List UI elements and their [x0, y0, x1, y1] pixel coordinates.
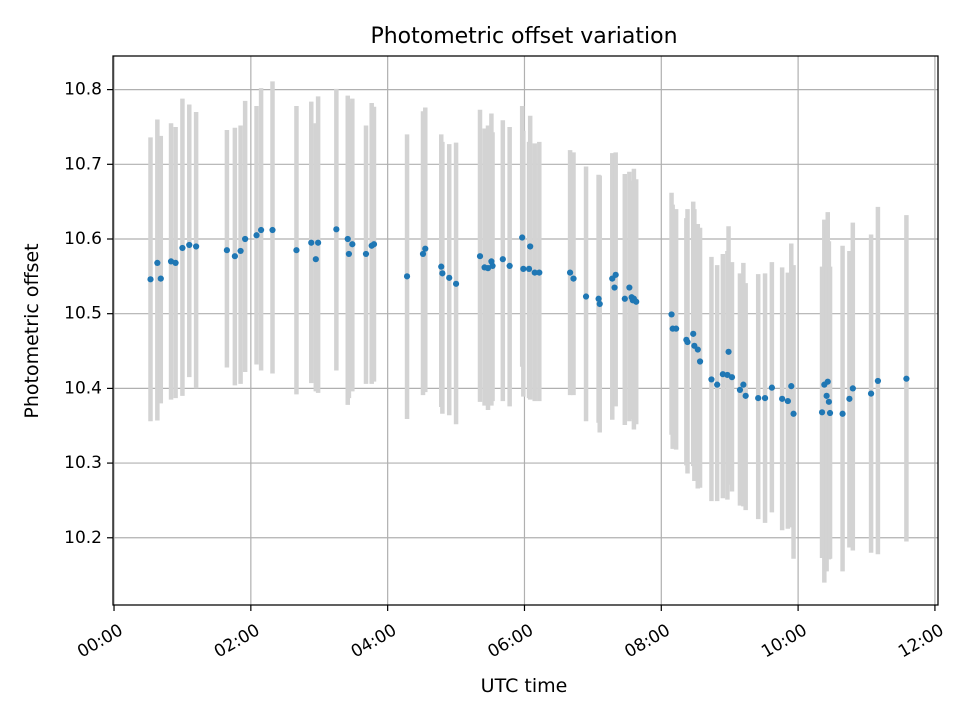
data-point [582, 293, 590, 300]
plot-area-frame [112, 55, 939, 606]
data-point [308, 239, 315, 246]
data-point [824, 378, 831, 385]
data-point [595, 295, 602, 302]
data-point [439, 270, 446, 277]
data-point [446, 274, 453, 281]
data-point [253, 232, 260, 239]
data-point [768, 384, 775, 391]
data-point [839, 410, 846, 417]
data-point [536, 269, 543, 276]
data-point [826, 409, 834, 417]
data-point [438, 263, 445, 270]
data-point [849, 385, 856, 392]
data-point [903, 375, 910, 382]
data-point [761, 394, 769, 402]
data-point [612, 271, 619, 278]
data-point [344, 235, 351, 243]
data-point [193, 243, 200, 250]
data-point [790, 410, 797, 417]
data-point [258, 226, 265, 234]
data-point [694, 346, 701, 353]
y-tick-label: 10.3 [64, 453, 102, 473]
data-point [403, 273, 411, 280]
data-point [362, 250, 370, 258]
data-point [725, 348, 732, 355]
y-tick-label: 10.6 [64, 229, 102, 249]
data-point [566, 269, 574, 276]
data-point [633, 298, 640, 305]
data-point [874, 377, 882, 385]
data-point [527, 243, 534, 250]
data-point [147, 276, 154, 283]
data-point [452, 280, 460, 287]
data-points [147, 226, 910, 417]
data-point [818, 409, 826, 416]
y-tick-label: 10.5 [64, 304, 102, 324]
data-point [231, 253, 238, 260]
data-point [333, 226, 340, 233]
data-point [315, 239, 322, 246]
data-point [531, 269, 538, 276]
chart-title: Photometric offset variation [370, 24, 677, 49]
data-point [714, 381, 721, 388]
data-point [489, 262, 496, 269]
data-point [690, 330, 697, 337]
data-point [825, 398, 832, 405]
data-point [242, 235, 249, 243]
data-point [570, 275, 577, 282]
data-point [696, 358, 704, 365]
data-point [179, 244, 186, 252]
data-point [312, 256, 319, 263]
data-point [611, 284, 618, 291]
data-point [728, 374, 736, 381]
data-point [596, 300, 603, 308]
data-point [708, 376, 715, 383]
y-tick-label: 10.4 [64, 378, 102, 398]
data-point [293, 247, 300, 254]
data-point [736, 386, 744, 393]
data-point [626, 284, 633, 291]
data-point [370, 241, 378, 248]
data-point [740, 381, 747, 388]
data-point [157, 275, 164, 282]
x-axis-label: UTC time [481, 675, 568, 697]
data-point [349, 241, 356, 248]
data-point [846, 395, 853, 402]
data-point [186, 241, 193, 249]
data-point [784, 397, 791, 405]
data-point [499, 256, 506, 263]
data-point [269, 226, 276, 234]
data-point [237, 247, 244, 255]
y-tick-label: 10.7 [64, 154, 102, 174]
data-point [506, 262, 513, 269]
data-point [742, 392, 749, 399]
data-point [519, 234, 526, 241]
data-point [172, 259, 179, 267]
data-point [520, 265, 527, 272]
data-point [154, 259, 161, 267]
data-point [673, 325, 680, 332]
data-point [867, 390, 875, 397]
data-point [422, 245, 429, 252]
data-point [476, 253, 484, 260]
data-point [223, 247, 230, 254]
data-point [788, 383, 795, 390]
data-point [525, 265, 533, 272]
y-tick-label: 10.2 [64, 528, 102, 548]
y-tick-label: 10.8 [64, 80, 102, 100]
data-point [719, 371, 726, 378]
y-axis-label: Photometric offset [21, 243, 43, 418]
data-point [823, 392, 830, 399]
data-point [684, 338, 691, 346]
data-point [345, 250, 352, 258]
data-point [668, 311, 675, 318]
data-point [621, 295, 628, 302]
data-point [779, 395, 786, 402]
data-point [755, 394, 762, 402]
data-point [419, 250, 427, 258]
